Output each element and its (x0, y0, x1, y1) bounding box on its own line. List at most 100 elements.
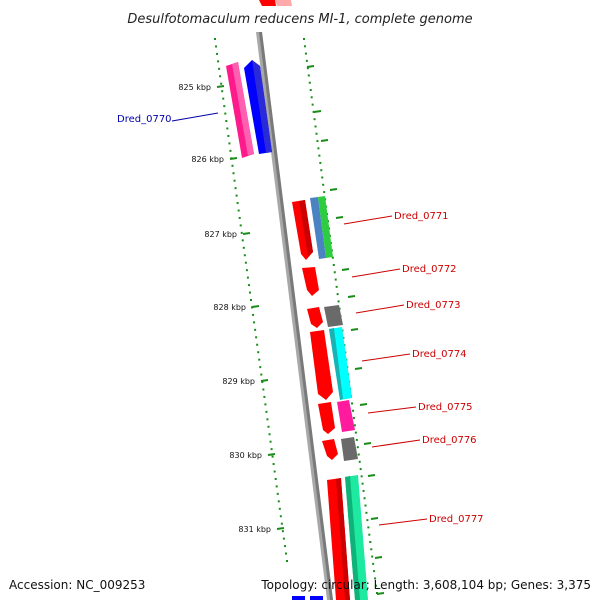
guide-dot-left (278, 507, 281, 510)
guide-dot-right (314, 125, 317, 128)
guide-dot-left (260, 373, 263, 376)
guide-dot-right (363, 497, 366, 500)
feature-arrow-0776-grey (341, 437, 358, 461)
guide-dot-right (358, 460, 361, 463)
guide-dot-right (322, 183, 325, 186)
guide-dot-left (240, 231, 243, 234)
guide-dot-left (286, 560, 288, 562)
guide-dot-right (320, 169, 323, 172)
tick-mark (216, 85, 225, 88)
guide-dot-left (223, 105, 226, 108)
gene-label-dred_0777[interactable]: Dred_0777 (429, 514, 484, 525)
guide-dot-left (282, 537, 285, 540)
guide-dot-right (321, 176, 324, 179)
guide-dot-left (225, 120, 228, 123)
gene-leader-line (355, 304, 405, 314)
guide-dot-right (333, 271, 336, 274)
feature-arrow-0776-red (322, 439, 338, 460)
gene-leader-line (378, 518, 428, 526)
feature-arrow-bottom-blue-1 (292, 596, 305, 600)
guide-dot-left (214, 38, 216, 40)
map-title: Desulfotomaculum reducens MI-1, complete… (127, 12, 472, 27)
guide-dot-left (263, 395, 266, 398)
guide-dot-left (229, 149, 232, 152)
guide-dot-left (241, 239, 244, 242)
gene-label-dred_0770[interactable]: Dred_0770 (117, 114, 172, 125)
gene-leader-line (171, 112, 219, 122)
guide-dot-left (265, 410, 268, 413)
tick-mark (359, 403, 368, 406)
guide-dot-right (309, 89, 312, 92)
kbp-ticks: 825 kbp 826 kbp 827 kbp 828 kbp 829 kbp 830 k… (178, 65, 385, 595)
gene-label-dred_0771[interactable]: Dred_0771 (394, 211, 449, 222)
guide-dot-left (237, 209, 240, 212)
guide-dot-left (219, 75, 222, 78)
guide-dot-left (274, 477, 277, 480)
guide-dot-left (255, 336, 258, 339)
guide-dot-right (308, 81, 311, 84)
tick-label: 830 kbp (229, 451, 262, 460)
guide-dot-left (259, 366, 262, 369)
guide-dot-right (316, 140, 319, 143)
topology-text: Topology: circular; Length: 3,608,104 bp… (261, 578, 591, 592)
guide-dot-right (313, 118, 316, 121)
gene-label-dred_0775[interactable]: Dred_0775 (418, 402, 473, 413)
guide-dot-left (248, 291, 251, 294)
tick-mark (374, 556, 383, 559)
guide-dot-left (270, 448, 273, 451)
guide-dot-right (371, 555, 374, 558)
feature-arrows (226, 0, 368, 600)
guide-dot-left (251, 306, 254, 309)
guide-dot-right (352, 417, 355, 420)
feature-arrow-0777-red-hl (336, 478, 350, 600)
feature-arrow-0775-magenta (337, 400, 355, 432)
gene-leader-line (343, 215, 393, 225)
guide-dot-left (228, 142, 231, 145)
guide-dot-right (303, 45, 306, 48)
feature-arrow-0773-grey (324, 305, 343, 327)
guide-dot-left (269, 440, 272, 443)
tick-mark (229, 157, 238, 160)
guide-dot-left (279, 515, 282, 518)
tick-mark (276, 527, 285, 530)
guide-dot-right (366, 519, 369, 522)
tick-mark (313, 110, 322, 113)
tick-mark (260, 379, 269, 382)
guide-dot-right (319, 161, 322, 164)
guide-dot-right (372, 562, 375, 565)
guide-dot-left (221, 90, 224, 93)
guide-dot-left (261, 381, 264, 384)
guide-dot-left (244, 261, 247, 264)
guide-dot-right (367, 526, 370, 529)
gene-label-dred_0773[interactable]: Dred_0773 (406, 300, 461, 311)
guide-dot-left (252, 313, 255, 316)
gene-label-dred_0772[interactable]: Dred_0772 (402, 264, 457, 275)
guide-dot-left (216, 52, 219, 55)
guide-dot-right (361, 482, 364, 485)
guide-dot-right (306, 67, 309, 70)
guide-dot-right (331, 256, 334, 259)
gene-labels: Dred_0770 Dred_0771 Dred_0772 Dred_0773 Dred… (117, 112, 484, 526)
guide-dot-right (332, 263, 335, 266)
guide-dot-left (267, 425, 270, 428)
tick-label: 831 kbp (238, 525, 271, 534)
backbone-shade (259, 32, 333, 600)
guide-dot-left (271, 455, 274, 458)
guide-dot-right (312, 110, 315, 113)
guide-dot-left (215, 45, 218, 48)
guide-dot-left (220, 82, 223, 85)
tick-label: 826 kbp (191, 155, 224, 164)
guide-dot-right (335, 285, 338, 288)
gene-label-dred_0774[interactable]: Dred_0774 (412, 349, 467, 360)
tick-mark (267, 453, 276, 456)
guide-dot-right (311, 103, 314, 106)
guide-dot-right (305, 59, 308, 62)
feature-arrow-top-pink (275, 0, 292, 6)
gene-label-dred_0776[interactable]: Dred_0776 (422, 435, 477, 446)
guide-dot-left (232, 172, 235, 175)
gene-leader-line (367, 406, 417, 414)
tick-mark (363, 442, 372, 445)
guide-dot-right (360, 475, 363, 478)
guide-dot-right (362, 489, 365, 492)
